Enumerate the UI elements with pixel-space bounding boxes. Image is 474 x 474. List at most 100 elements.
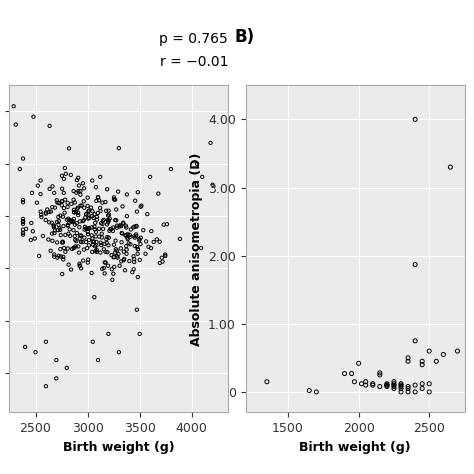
Point [62, 248, 69, 255]
Point [42, 209, 50, 217]
Point [122, 242, 130, 250]
Point [82, 210, 90, 218]
Point [100, 246, 108, 253]
Point [59, 213, 67, 220]
Point [59, 255, 67, 263]
Point [58, 201, 65, 209]
Point [55, 213, 62, 221]
Point [158, 254, 165, 262]
Point [73, 229, 81, 237]
Point [115, 250, 122, 258]
Point [58, 239, 66, 246]
Point [362, 381, 370, 389]
Point [116, 262, 123, 270]
Point [67, 217, 75, 225]
Point [411, 388, 419, 396]
Point [77, 187, 84, 195]
Point [120, 255, 128, 263]
Point [95, 225, 103, 233]
Point [85, 211, 92, 219]
Point [58, 198, 66, 205]
Point [404, 385, 412, 392]
Point [57, 253, 65, 260]
Point [136, 330, 144, 337]
Point [121, 266, 129, 274]
Point [369, 380, 376, 388]
Point [113, 224, 121, 232]
Point [83, 245, 91, 252]
Point [134, 189, 142, 196]
Point [103, 239, 110, 247]
Point [60, 189, 68, 197]
Point [19, 217, 27, 225]
Point [27, 219, 35, 227]
Point [82, 214, 89, 221]
Point [118, 257, 125, 265]
Point [397, 380, 405, 388]
Point [130, 258, 138, 266]
Point [55, 199, 63, 207]
Point [70, 227, 77, 234]
Point [104, 212, 112, 219]
Point [101, 270, 109, 277]
Point [94, 209, 101, 217]
Point [104, 262, 112, 270]
Point [115, 348, 123, 356]
Point [156, 238, 164, 246]
Point [46, 185, 54, 192]
Point [37, 208, 45, 216]
Point [71, 199, 79, 206]
Point [351, 378, 358, 385]
Point [122, 224, 130, 231]
Point [100, 225, 107, 233]
Point [68, 218, 75, 226]
Point [53, 356, 60, 364]
Point [63, 364, 71, 372]
Point [19, 229, 27, 237]
Point [419, 357, 426, 365]
Point [111, 216, 119, 224]
Point [76, 235, 83, 242]
Point [209, 181, 217, 189]
Point [73, 205, 81, 212]
Point [62, 231, 69, 239]
Point [76, 232, 84, 239]
Point [137, 202, 145, 210]
Point [76, 262, 84, 270]
Point [77, 191, 84, 199]
Text: B): B) [235, 28, 255, 46]
Point [56, 225, 64, 232]
Point [96, 173, 104, 181]
Point [45, 236, 52, 243]
Point [64, 203, 72, 211]
Point [99, 265, 106, 273]
Point [85, 224, 93, 232]
Point [355, 359, 363, 367]
Point [390, 380, 398, 388]
Point [36, 190, 44, 198]
Point [94, 193, 102, 201]
Point [103, 233, 111, 241]
Point [67, 171, 74, 179]
Point [102, 248, 109, 255]
Point [81, 223, 89, 230]
Point [48, 237, 56, 245]
Point [89, 177, 96, 184]
Point [89, 248, 96, 256]
Point [99, 220, 106, 228]
Point [32, 348, 39, 356]
Point [54, 254, 61, 262]
Point [79, 238, 86, 246]
Point [99, 199, 106, 207]
Point [84, 225, 92, 232]
Point [155, 190, 162, 197]
Point [263, 378, 271, 385]
Point [80, 246, 88, 254]
Point [411, 381, 419, 389]
Point [109, 227, 117, 235]
Point [95, 196, 103, 204]
Point [59, 238, 67, 246]
Point [71, 209, 78, 216]
Point [92, 183, 100, 191]
Point [136, 237, 143, 245]
